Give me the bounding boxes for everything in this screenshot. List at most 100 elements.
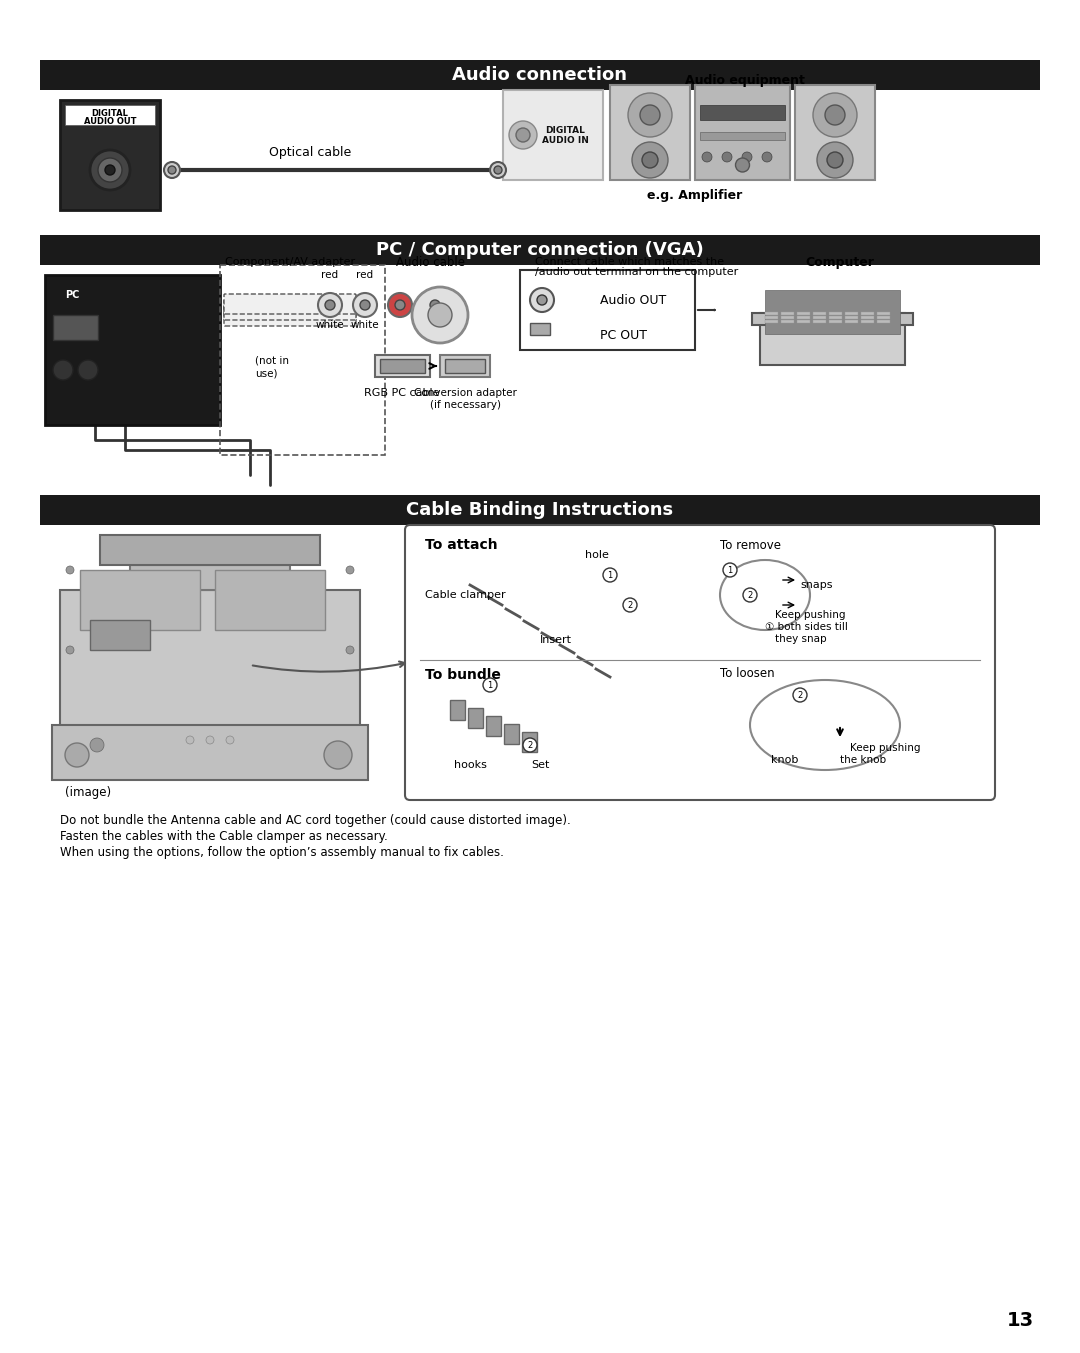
Bar	[100, 534, 320, 566]
Circle shape	[793, 687, 807, 702]
Text: When using the options, follow the option’s assembly manual to fix cables.: When using the options, follow the optio…	[60, 846, 504, 859]
Text: Set: Set	[530, 760, 550, 770]
Text: Computer: Computer	[806, 256, 875, 268]
Text: hole: hole	[585, 551, 609, 560]
Bar	[700, 133, 785, 139]
Text: Audio equipment: Audio equipment	[685, 73, 805, 87]
Bar	[829, 317, 842, 319]
Bar	[781, 317, 794, 319]
Bar	[40, 235, 1040, 265]
Bar	[445, 359, 485, 373]
Bar	[503, 91, 603, 180]
Circle shape	[623, 598, 637, 612]
Text: they snap: they snap	[775, 635, 826, 644]
Text: 2: 2	[747, 590, 753, 599]
Bar	[877, 321, 890, 323]
Circle shape	[640, 106, 660, 124]
Circle shape	[603, 568, 617, 582]
Text: 1: 1	[727, 566, 732, 575]
Text: the knob: the knob	[840, 755, 886, 764]
Bar	[468, 708, 483, 728]
Text: hooks: hooks	[454, 760, 486, 770]
Circle shape	[483, 678, 497, 691]
FancyBboxPatch shape	[405, 525, 995, 800]
Bar	[795, 85, 875, 180]
Ellipse shape	[750, 681, 900, 770]
Bar	[380, 359, 426, 373]
Circle shape	[353, 294, 377, 317]
Circle shape	[346, 566, 354, 574]
Text: Conversion adapter: Conversion adapter	[414, 388, 516, 398]
Bar	[65, 106, 156, 124]
Circle shape	[743, 589, 757, 602]
Bar	[781, 321, 794, 323]
Circle shape	[490, 162, 507, 179]
Ellipse shape	[720, 560, 810, 630]
Bar	[797, 313, 810, 315]
Circle shape	[627, 93, 672, 137]
Text: AUDIO OUT: AUDIO OUT	[84, 116, 136, 126]
Text: 1: 1	[487, 681, 492, 690]
Text: snaps: snaps	[800, 580, 833, 590]
Bar	[760, 313, 905, 365]
Circle shape	[430, 300, 440, 310]
Bar	[486, 716, 501, 736]
Text: Do not bundle the Antenna cable and AC cord together (could cause distorted imag: Do not bundle the Antenna cable and AC c…	[60, 813, 570, 827]
Bar	[60, 100, 160, 210]
Circle shape	[105, 165, 114, 175]
Circle shape	[325, 300, 335, 310]
Bar	[440, 354, 490, 377]
Bar	[797, 321, 810, 323]
Bar	[700, 106, 785, 120]
Text: red: red	[356, 271, 374, 280]
Text: use): use)	[255, 368, 278, 377]
Circle shape	[723, 152, 732, 162]
Circle shape	[66, 566, 75, 574]
Text: PC / Computer connection (VGA): PC / Computer connection (VGA)	[376, 241, 704, 258]
Bar	[696, 85, 789, 180]
Circle shape	[360, 300, 370, 310]
Bar	[877, 317, 890, 319]
Text: knob: knob	[771, 755, 799, 764]
Circle shape	[346, 645, 354, 653]
Text: AUDIO IN: AUDIO IN	[541, 135, 589, 145]
Text: white: white	[315, 321, 345, 330]
Circle shape	[494, 166, 502, 175]
Bar	[53, 315, 98, 340]
Text: 13: 13	[1007, 1311, 1034, 1330]
Circle shape	[816, 142, 853, 179]
Text: Component/AV adapter: Component/AV adapter	[225, 257, 355, 267]
Circle shape	[388, 294, 411, 317]
Circle shape	[530, 288, 554, 313]
Bar	[519, 271, 696, 350]
Bar	[845, 313, 858, 315]
Circle shape	[423, 294, 447, 317]
Text: 2: 2	[627, 601, 633, 609]
Circle shape	[65, 743, 89, 767]
Text: 2: 2	[797, 690, 802, 700]
Text: /audio out terminal on the computer: /audio out terminal on the computer	[535, 267, 739, 277]
Bar	[40, 60, 1040, 91]
Bar	[797, 317, 810, 319]
Text: 2: 2	[527, 740, 532, 750]
Text: DIGITAL: DIGITAL	[545, 126, 585, 134]
Circle shape	[509, 120, 537, 149]
Bar	[765, 317, 778, 319]
Circle shape	[395, 300, 405, 310]
Bar	[829, 313, 842, 315]
Text: PC: PC	[65, 290, 79, 300]
Bar	[781, 313, 794, 315]
Bar	[45, 275, 220, 425]
Bar	[765, 321, 778, 323]
Text: (not in: (not in	[255, 354, 289, 365]
Bar	[80, 570, 200, 630]
Text: Optical cable: Optical cable	[269, 146, 351, 158]
Circle shape	[90, 737, 104, 752]
Bar	[90, 620, 150, 649]
Text: 1: 1	[607, 571, 612, 579]
Text: Cable Binding Instructions: Cable Binding Instructions	[406, 501, 674, 520]
Text: white: white	[351, 321, 379, 330]
Bar	[60, 590, 360, 735]
Text: To bundle: To bundle	[426, 668, 501, 682]
Circle shape	[53, 360, 73, 380]
